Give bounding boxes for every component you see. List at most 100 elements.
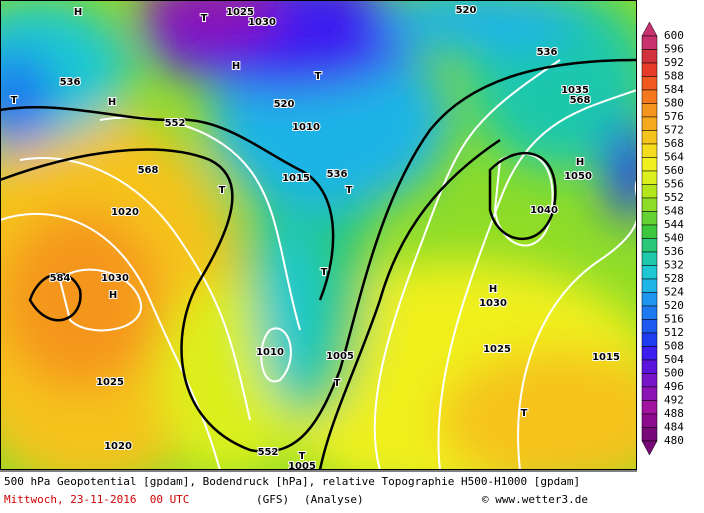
- isobar-label: 1050: [564, 171, 592, 182]
- colorbar-swatch: [641, 292, 658, 307]
- colorbar-bottom-arrow: [641, 440, 658, 456]
- colorbar-label: 544: [664, 218, 684, 231]
- colorbar-swatch: [641, 251, 658, 266]
- colorbar-swatch: [641, 170, 658, 185]
- colorbar-label: 480: [664, 434, 684, 447]
- geopotential-label: 520: [274, 99, 295, 110]
- colorbar-label: 508: [664, 340, 684, 353]
- footer-copyright: © www.wetter3.de: [482, 493, 588, 506]
- colorbar-label: 536: [664, 245, 684, 258]
- colorbar-swatch: [641, 332, 658, 347]
- pressure-center-label: T: [334, 378, 341, 389]
- isobar-label: 1020: [104, 441, 132, 452]
- pressure-center-label: H: [109, 290, 117, 301]
- pressure-center-label: T: [11, 95, 18, 106]
- colorbar-label: 504: [664, 353, 684, 366]
- pressure-center-label: H: [74, 7, 82, 18]
- colorbar-label: 564: [664, 151, 684, 164]
- pressure-center-label: H: [576, 157, 584, 168]
- isobar-label: 1010: [292, 122, 320, 133]
- colorbar-swatch: [641, 143, 658, 158]
- isobar-label: 1025: [96, 377, 124, 388]
- colorbar-label: 560: [664, 164, 684, 177]
- colorbar-swatch: [641, 184, 658, 199]
- isobar-label: 1015: [282, 173, 310, 184]
- footer-date: Mittwoch, 23-11-2016 00 UTC: [4, 493, 189, 506]
- colorbar-swatch: [641, 238, 658, 253]
- geopotential-label: 584: [50, 273, 71, 284]
- pressure-center-label: H: [489, 284, 497, 295]
- colorbar-label: 584: [664, 83, 684, 96]
- colorbar-swatch: [641, 319, 658, 334]
- colorbar-swatch: [641, 103, 658, 118]
- colorbar-label: 592: [664, 56, 684, 69]
- colorbar-label: 532: [664, 259, 684, 272]
- colorbar-label: 528: [664, 272, 684, 285]
- colorbar-top-arrow: [641, 21, 658, 37]
- colorbar-label: 488: [664, 407, 684, 420]
- colorbar-swatch: [641, 89, 658, 104]
- footer-run: (Analyse): [304, 493, 364, 506]
- colorbar-label: 516: [664, 313, 684, 326]
- isobar-label: 1025: [226, 7, 254, 18]
- colorbar-swatch: [641, 130, 658, 145]
- geopotential-label: 552: [165, 118, 186, 129]
- geopotential-label: 568: [570, 95, 591, 106]
- colorbar-label: 520: [664, 299, 684, 312]
- footer-model: (GFS): [256, 493, 289, 506]
- colorbar-label: 500: [664, 367, 684, 380]
- isobar-label: 1030: [479, 298, 507, 309]
- pressure-center-label: T: [219, 185, 226, 196]
- isobar-label: 1005: [326, 351, 354, 362]
- pressure-center-label: H: [232, 61, 240, 72]
- colorbar-label: 580: [664, 97, 684, 110]
- colorbar-swatch: [641, 386, 658, 401]
- colorbar-swatch: [641, 62, 658, 77]
- geopotential-label: 568: [138, 165, 159, 176]
- pressure-center-label: T: [315, 71, 322, 82]
- colorbar-label: 492: [664, 394, 684, 407]
- colorbar-label: 552: [664, 191, 684, 204]
- isobar-label: 1010: [256, 347, 284, 358]
- colorbar-swatch: [641, 197, 658, 212]
- colorbar-swatch: [641, 400, 658, 415]
- colorbar-swatch: [641, 211, 658, 226]
- pressure-center-label: H: [108, 97, 116, 108]
- colorbar-label: 596: [664, 43, 684, 56]
- colorbar-swatch: [641, 157, 658, 172]
- geopotential-label: 552: [258, 447, 279, 458]
- map: HT10251030HT520536552568584H103010251020…: [0, 0, 637, 472]
- pressure-center-label: T: [321, 267, 328, 278]
- colorbar-swatch: [641, 413, 658, 428]
- colorbar-label: 524: [664, 286, 684, 299]
- pressure-center-label: T: [346, 185, 353, 196]
- map-frame: [0, 0, 637, 470]
- geopotential-label: 520: [456, 5, 477, 16]
- isobar-label: 1020: [111, 207, 139, 218]
- colorbar-label: 556: [664, 178, 684, 191]
- colorbar-swatch: [641, 359, 658, 374]
- isobar-label: 1015: [592, 352, 620, 363]
- isobar-label: 1030: [248, 17, 276, 28]
- colorbar-swatch: [641, 35, 658, 50]
- isobar-label: 1030: [101, 273, 129, 284]
- pressure-center-label: T: [299, 451, 306, 462]
- footer: 500 hPa Geopotential [gpdam], Bodendruck…: [0, 470, 637, 506]
- colorbar-swatch: [641, 116, 658, 131]
- colorbar-swatch: [641, 278, 658, 293]
- colorbar-label: 496: [664, 380, 684, 393]
- geopotential-label: 536: [60, 77, 81, 88]
- pressure-center-label: T: [521, 408, 528, 419]
- isobar-label: 1035: [561, 85, 589, 96]
- isobar-label: 1005: [288, 461, 316, 472]
- colorbar-swatch: [641, 373, 658, 388]
- colorbar-swatch: [641, 427, 658, 442]
- colorbar-label: 512: [664, 326, 684, 339]
- colorbar-label: 548: [664, 205, 684, 218]
- colorbar-label: 576: [664, 110, 684, 123]
- colorbar-label: 600: [664, 29, 684, 42]
- geopotential-label: 536: [537, 47, 558, 58]
- colorbar-swatch: [641, 265, 658, 280]
- pressure-center-label: T: [201, 13, 208, 24]
